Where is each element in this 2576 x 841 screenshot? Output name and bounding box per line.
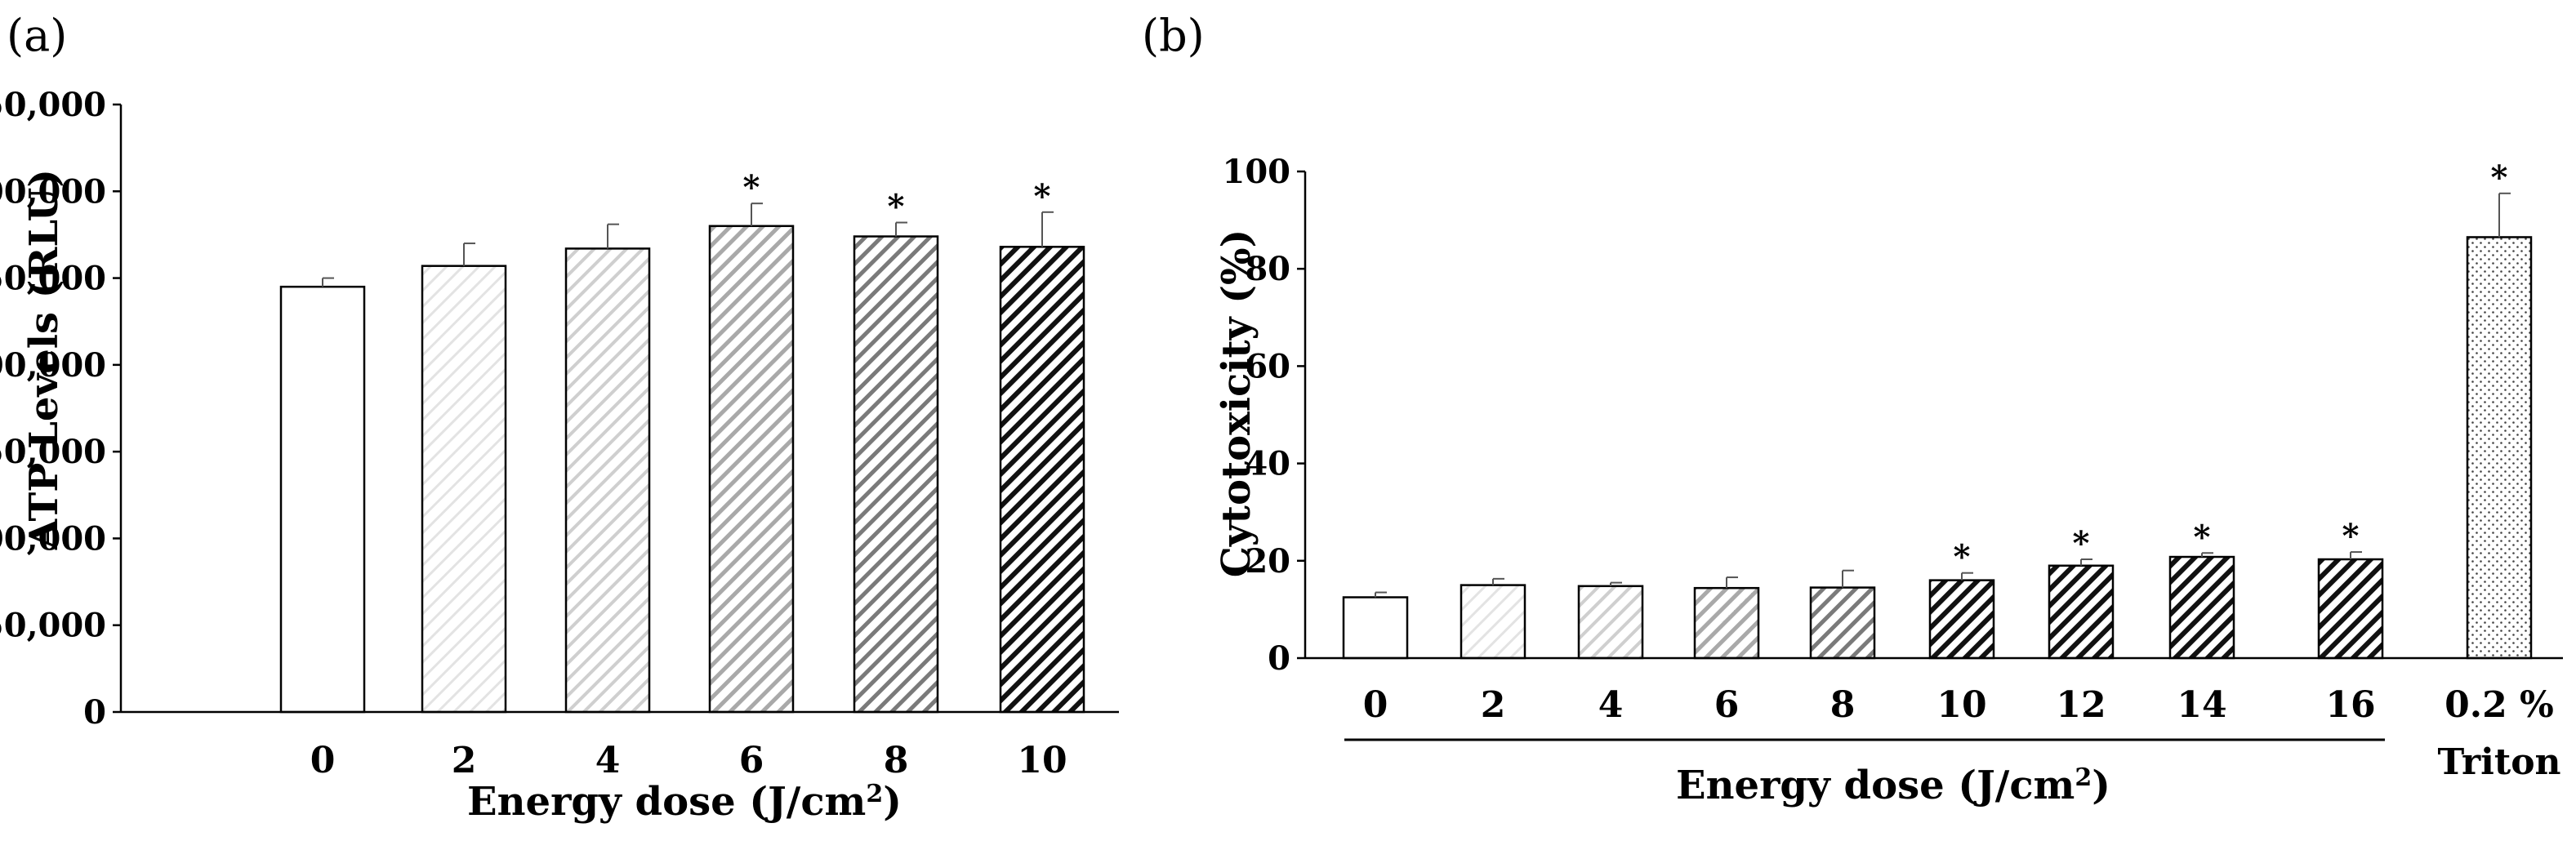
y-tick-label: 0 bbox=[1268, 639, 1290, 678]
x-category-label: 2 bbox=[1481, 684, 1506, 726]
x-category-label: 2 bbox=[452, 740, 477, 781]
y-tick-label: 20 bbox=[1245, 542, 1290, 581]
bar bbox=[1693, 586, 1760, 660]
bar bbox=[2317, 558, 2384, 660]
significance-marker: * bbox=[1034, 177, 1051, 216]
bar bbox=[2168, 555, 2235, 660]
panel-a-y-axis-title: ATP Levels (RLU) bbox=[21, 169, 67, 550]
significance-marker: * bbox=[2342, 517, 2360, 555]
x-category-label: 0.2 % bbox=[2445, 684, 2554, 726]
bar bbox=[1342, 596, 1409, 660]
panel-b-bars: * * * * * bbox=[1342, 158, 2533, 660]
x-category-label: 4 bbox=[1598, 684, 1624, 726]
y-tick-label: 250,000 bbox=[0, 260, 106, 298]
panel-a-x-categories: 0 2 4 6 8 10 bbox=[310, 740, 1067, 781]
bar bbox=[421, 265, 507, 714]
panel-b-x-categories: 0 2 4 6 8 10 12 14 16 0.2 % bbox=[1363, 684, 2554, 726]
panel-a-bars: * * * bbox=[279, 168, 1085, 714]
panel-b-label: (b) bbox=[1142, 10, 1205, 61]
significance-marker: * bbox=[888, 188, 905, 226]
bar bbox=[853, 235, 939, 714]
panel-a-x-axis-title: Energy dose (J/cm2) bbox=[467, 779, 902, 825]
y-tick-label: 0 bbox=[83, 693, 106, 732]
bar bbox=[1577, 585, 1644, 660]
y-tick-label: 300,000 bbox=[0, 172, 106, 211]
x-category-label: 10 bbox=[1936, 684, 1986, 726]
x-category-label: 4 bbox=[595, 740, 621, 781]
y-tick-label: 60 bbox=[1245, 347, 1290, 385]
panel-b-y-ticks: 0 20 40 60 80 100 bbox=[1223, 153, 1305, 678]
panel-a-y-ticks: 0 50,000 100,000 150,000 200,000 250,000 300,0… bbox=[0, 86, 121, 732]
significance-marker: * bbox=[2073, 524, 2090, 563]
y-tick-label: 350,000 bbox=[0, 86, 106, 124]
x-category-label: 6 bbox=[739, 740, 764, 781]
panel-b-y-axis-title: Cytotoxicity (%) bbox=[1214, 229, 1259, 578]
y-tick-label: 200,000 bbox=[0, 346, 106, 385]
bar bbox=[279, 285, 366, 714]
bar bbox=[2466, 236, 2533, 660]
x-category-label: 6 bbox=[1714, 684, 1740, 726]
bar bbox=[2048, 564, 2115, 660]
y-tick-label: 100 bbox=[1223, 153, 1291, 191]
bar bbox=[999, 246, 1085, 714]
panel-a-label: (a) bbox=[7, 10, 67, 61]
y-tick-label: 40 bbox=[1245, 445, 1290, 483]
x-category-label: 0 bbox=[310, 740, 336, 781]
x-category-label: 0 bbox=[1363, 684, 1388, 726]
panel-a: (a) ATP Levels (RLU) Energy dose (J/cm2)… bbox=[0, 10, 1119, 825]
x-category-label: 14 bbox=[2177, 684, 2226, 726]
x-category-label: 8 bbox=[1830, 684, 1856, 726]
significance-marker: * bbox=[2194, 518, 2211, 556]
significance-marker: * bbox=[1954, 538, 1971, 576]
bar bbox=[708, 225, 795, 714]
x-category-label: 16 bbox=[2325, 684, 2375, 726]
y-tick-label: 50,000 bbox=[0, 607, 106, 645]
panel-b-control-label: Triton bbox=[2437, 741, 2560, 783]
panel-b: (b) Cytotoxicity (%) Energy dose (J/cm2)… bbox=[1142, 10, 2563, 808]
panel-b-x-axis-title: Energy dose (J/cm2) bbox=[1676, 763, 2110, 808]
bar bbox=[1809, 586, 1876, 660]
y-tick-label: 100,000 bbox=[0, 519, 106, 558]
bar bbox=[1460, 584, 1526, 660]
significance-marker: * bbox=[2491, 158, 2508, 197]
x-category-label: 12 bbox=[2056, 684, 2106, 726]
y-tick-label: 150,000 bbox=[0, 433, 106, 471]
significance-marker: * bbox=[743, 168, 760, 207]
y-tick-label: 80 bbox=[1245, 250, 1290, 288]
x-category-label: 8 bbox=[884, 740, 909, 781]
bar bbox=[564, 247, 651, 714]
x-category-label: 10 bbox=[1017, 740, 1067, 781]
bar bbox=[1928, 579, 1995, 660]
